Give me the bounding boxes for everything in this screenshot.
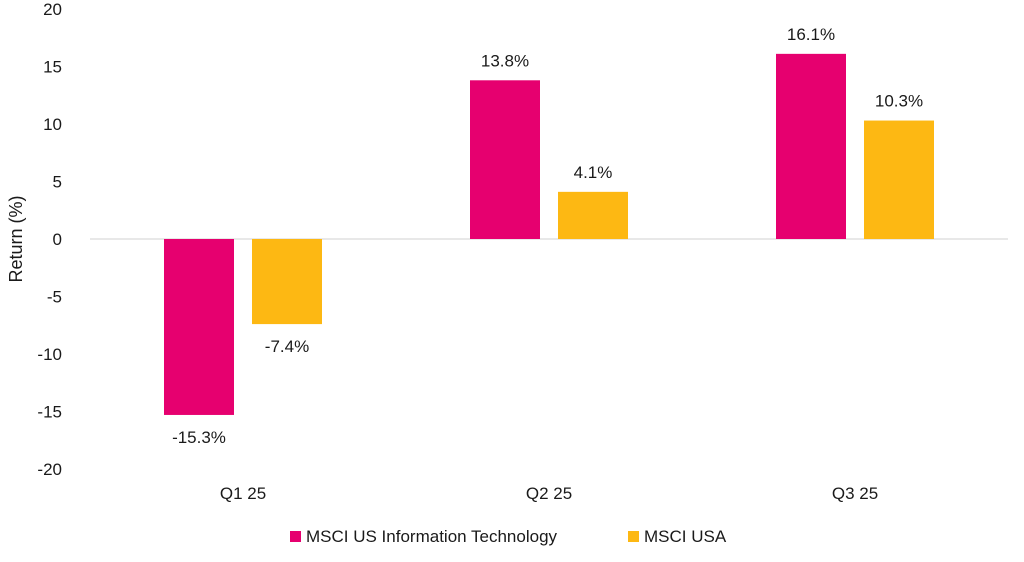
legend-label: MSCI US Information Technology: [306, 527, 558, 546]
bar-it-q1-25: [164, 239, 234, 415]
data-label: 4.1%: [574, 163, 613, 182]
legend-swatch: [290, 531, 301, 542]
x-category-label: Q3 25: [832, 484, 878, 503]
data-label: -15.3%: [172, 428, 226, 447]
bar-usa-q1-25: [252, 239, 322, 325]
data-label: 10.3%: [875, 92, 923, 111]
y-tick-label: 5: [53, 173, 62, 192]
bar-it-q2-25: [470, 80, 540, 239]
x-category-label: Q2 25: [526, 484, 572, 503]
legend-label: MSCI USA: [644, 527, 727, 546]
data-label: 16.1%: [787, 25, 835, 44]
y-tick-label: -20: [37, 460, 62, 479]
bar-it-q3-25: [776, 53, 846, 239]
y-tick-label: -15: [37, 403, 62, 422]
bar-usa-q3-25: [864, 120, 934, 239]
y-tick-label: 10: [43, 115, 62, 134]
y-tick-label: 20: [43, 0, 62, 19]
data-label: 13.8%: [481, 51, 529, 70]
x-category-label: Q1 25: [220, 484, 266, 503]
y-tick-label: -10: [37, 345, 62, 364]
data-label: -7.4%: [265, 337, 309, 356]
y-axis-title: Return (%): [6, 195, 26, 282]
y-tick-label: 0: [53, 230, 62, 249]
bar-usa-q2-25: [558, 191, 628, 239]
y-tick-label: 15: [43, 58, 62, 77]
legend-swatch: [628, 531, 639, 542]
y-tick-label: -5: [47, 288, 62, 307]
